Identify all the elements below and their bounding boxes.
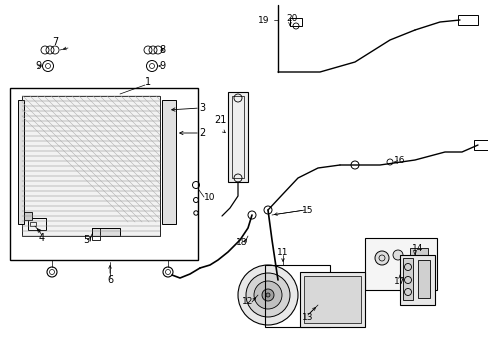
Text: 17: 17 [393,278,405,287]
Circle shape [392,250,402,260]
Text: 21: 21 [213,115,226,125]
Text: 6: 6 [107,275,113,285]
Bar [162,100,176,224]
Text: 1: 1 [144,77,151,87]
Circle shape [245,273,289,317]
Bar [264,265,329,327]
Bar [28,218,46,230]
Circle shape [374,251,388,265]
Text: 15: 15 [302,206,313,215]
Circle shape [262,289,273,301]
Bar [473,140,487,150]
Bar [24,212,32,220]
Text: 7: 7 [52,37,58,47]
Text: 9: 9 [159,61,165,71]
Bar [299,272,364,327]
Bar [289,18,302,26]
Text: 12: 12 [242,297,253,306]
Bar [364,238,436,290]
Bar [22,96,160,236]
Bar [231,96,244,178]
Circle shape [253,281,282,309]
Text: 4: 4 [39,233,45,243]
Text: 13: 13 [302,314,313,323]
Text: 10: 10 [204,193,215,202]
Bar [92,228,100,240]
Text: 18: 18 [236,238,247,247]
Bar [402,258,412,300]
Bar [18,100,24,224]
Bar [304,276,360,323]
Bar [399,255,434,305]
Bar [227,92,247,182]
Text: 5: 5 [82,235,89,245]
Text: 16: 16 [393,156,405,165]
Text: 2: 2 [199,128,204,138]
Text: 11: 11 [277,248,288,257]
Text: 19: 19 [258,15,269,24]
Circle shape [265,293,269,297]
Text: 14: 14 [411,243,423,252]
Bar [10,88,198,260]
Bar [409,248,427,258]
Circle shape [238,265,297,325]
Text: 3: 3 [199,103,204,113]
Text: 20: 20 [286,14,297,23]
Bar [30,222,36,226]
Bar [417,260,429,298]
Bar [457,15,477,25]
Bar [92,228,120,236]
Bar [411,260,427,276]
Text: 8: 8 [159,45,165,55]
Text: 9: 9 [35,61,41,71]
